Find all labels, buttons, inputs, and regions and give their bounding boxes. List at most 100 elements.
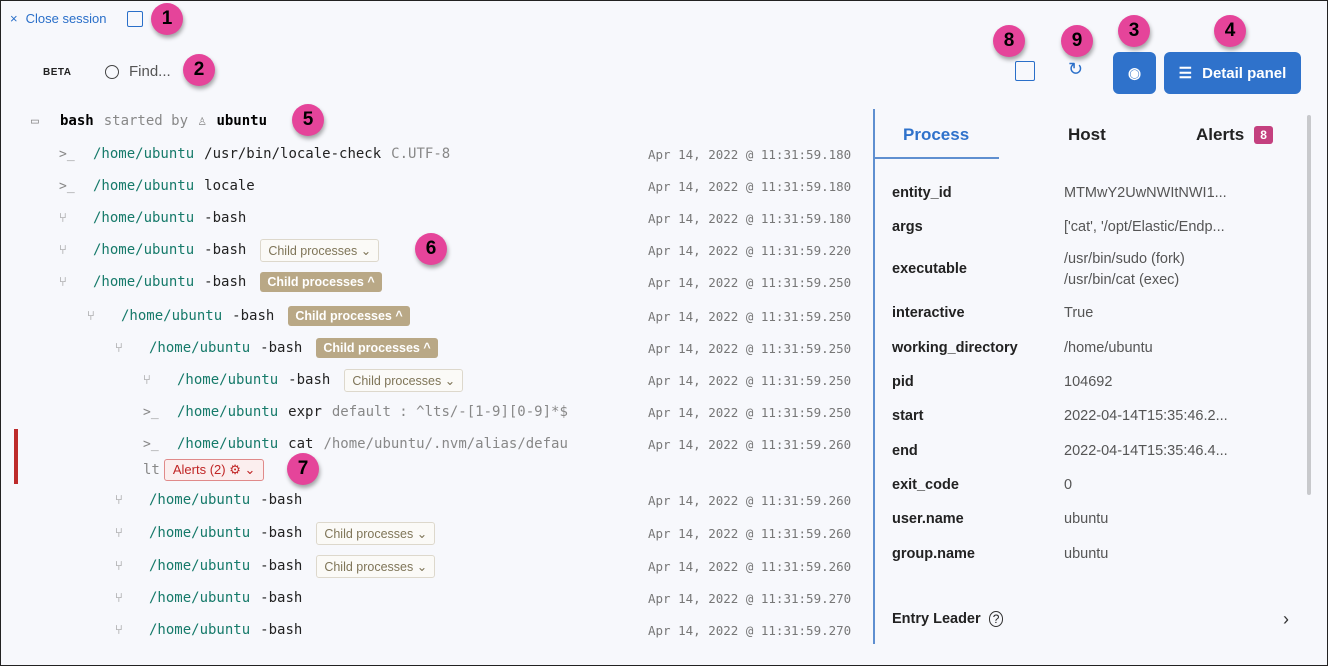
process-row[interactable]: ⑂ /home/ubuntu -bash Child processes ^ [59,270,382,294]
fork-icon: ⑂ [59,242,67,258]
process-working-dir: /home/ubuntu [149,492,251,508]
session-leader-row[interactable]: ▭ bash started by ♙ ubuntu [31,109,267,133]
terminal-icon: >_ [143,436,159,452]
child-processes-button[interactable]: Child processes ⌄ [316,554,436,578]
process-row[interactable]: ⑂ /home/ubuntu -bash Child processes ⌄ [143,368,464,392]
field-value-2: /usr/bin/cat (exec) [1064,272,1180,288]
started-by-label: started by [103,113,189,129]
process-working-dir: /home/ubuntu [177,404,279,420]
process-working-dir: /home/ubuntu [93,242,195,258]
display-options-button[interactable]: ◉ [1113,52,1156,94]
field-value: /home/ubuntu [1064,340,1153,356]
alerts-button[interactable]: Alerts (2) ⚙ ⌄ [163,459,265,481]
session-name: bash [60,113,94,129]
alerts-label: Alerts (2) [172,462,226,477]
process-row[interactable]: >_ /home/ubuntu expr default : ^lts/-[1-9… [143,400,568,424]
alerts-count-badge: 8 [1254,126,1273,144]
entry-leader-section[interactable]: Entry Leader ? [892,611,1004,627]
alerts-row: lt Alerts (2) ⚙ ⌄ [143,458,265,482]
process-row[interactable]: ⑂ /home/ubuntu -bash [115,586,312,610]
process-command: locale [204,178,255,194]
child-processes-button[interactable]: Child processes ^ [288,306,410,326]
process-timestamp: Apr 14, 2022 @ 11:31:59.180 [648,179,852,194]
help-icon: ? [988,611,1004,627]
fork-icon: ⑂ [59,210,67,226]
process-row[interactable]: ⑂ /home/ubuntu -bash Child processes ^ [87,304,410,328]
tab-process[interactable]: Process [903,125,970,144]
process-command: -bash [260,525,303,541]
process-command: -bash [204,274,247,290]
process-row[interactable]: >_ /home/ubuntu locale [59,174,265,198]
process-working-dir: /home/ubuntu [149,340,251,356]
process-row[interactable]: >_ /home/ubuntu cat/home/ubuntu/.nvm/ali… [143,432,568,456]
field-key: end [892,443,918,459]
process-working-dir: /home/ubuntu [149,622,251,638]
process-timestamp: Apr 14, 2022 @ 11:31:59.250 [648,275,852,290]
process-row[interactable]: ⑂ /home/ubuntu -bash Child processes ^ [115,336,438,360]
process-working-dir: /home/ubuntu [93,274,195,290]
callout-marker: 6 [415,233,447,265]
process-row[interactable]: ⑂ /home/ubuntu -bash Child processes ⌄ [59,238,380,262]
terminal-output-icon[interactable] [1015,61,1035,81]
process-command: -bash [260,590,303,606]
detail-scrollbar[interactable] [1307,115,1311,495]
monitor-icon: ▭ [31,113,39,129]
fork-icon: ⑂ [115,558,123,574]
chevron-right-icon[interactable]: › [1283,609,1289,629]
tab-alerts[interactable]: Alerts 8 [1196,125,1273,145]
active-tab-underline [875,157,999,159]
child-processes-button[interactable]: Child processes ^ [316,338,438,358]
callout-marker: 7 [287,453,319,485]
process-working-dir: /home/ubuntu [121,308,223,324]
process-row[interactable]: ⑂ /home/ubuntu -bash [59,206,256,230]
process-command: -bash [288,372,331,388]
child-processes-button[interactable]: Child processes ⌄ [344,368,464,392]
child-processes-button[interactable]: Child processes ^ [260,272,382,292]
process-command: -bash [204,242,247,258]
fork-icon: ⑂ [59,274,67,290]
search-input[interactable]: Find... [105,63,171,80]
process-row[interactable]: ⑂ /home/ubuntu -bash [115,488,312,512]
process-timestamp: Apr 14, 2022 @ 11:31:59.250 [648,341,852,356]
process-timestamp: Apr 14, 2022 @ 11:31:59.250 [648,309,852,324]
process-command: cat [288,436,314,452]
fork-icon: ⑂ [115,590,123,606]
entry-leader-label: Entry Leader [892,611,981,627]
process-row[interactable]: >_ /home/ubuntu /usr/bin/locale-check C.U… [59,142,450,166]
field-key: working_directory [892,340,1018,356]
fork-icon: ⑂ [115,492,123,508]
field-key: executable [892,261,967,277]
refresh-icon[interactable]: ↻ [1068,59,1084,79]
tab-host[interactable]: Host [1068,125,1106,144]
field-value: ubuntu [1064,546,1109,562]
process-row[interactable]: ⑂ /home/ubuntu -bash Child processes ⌄ [115,521,436,545]
child-processes-button[interactable]: Child processes ⌄ [316,521,436,545]
fullscreen-icon[interactable] [127,11,143,27]
process-working-dir: /home/ubuntu [93,210,195,226]
close-session-button[interactable]: × Close session [10,11,107,26]
process-command: expr [288,404,322,420]
process-row[interactable]: ⑂ /home/ubuntu -bash [115,618,312,642]
process-args: C.UTF-8 [391,146,451,162]
field-value: 2022-04-14T15:35:46.4... [1064,443,1228,459]
process-command: -bash [232,308,275,324]
chevron-down-icon: ⌄ [244,462,256,477]
callout-marker: 2 [183,54,215,86]
detail-panel-button[interactable]: ☰ Detail panel [1164,52,1301,94]
process-args: /home/ubuntu/.nvm/alias/defau [323,436,568,452]
list-icon: ☰ [1178,65,1193,82]
process-timestamp: Apr 14, 2022 @ 11:31:59.270 [648,591,852,606]
search-icon [105,64,119,79]
process-timestamp: Apr 14, 2022 @ 11:31:59.250 [648,405,852,420]
field-value: /usr/bin/sudo (fork) [1064,251,1185,267]
process-timestamp: Apr 14, 2022 @ 11:31:59.180 [648,211,852,226]
process-row[interactable]: ⑂ /home/ubuntu -bash Child processes ⌄ [115,554,436,578]
terminal-icon: >_ [59,146,75,162]
fork-icon: ⑂ [87,308,95,324]
callout-marker: 9 [1061,25,1093,57]
gear-icon: ⚙ [229,462,241,477]
process-working-dir: /home/ubuntu [149,558,251,574]
child-processes-button[interactable]: Child processes ⌄ [260,238,380,262]
field-value: True [1064,305,1094,321]
user-icon: ♙ [198,113,207,129]
